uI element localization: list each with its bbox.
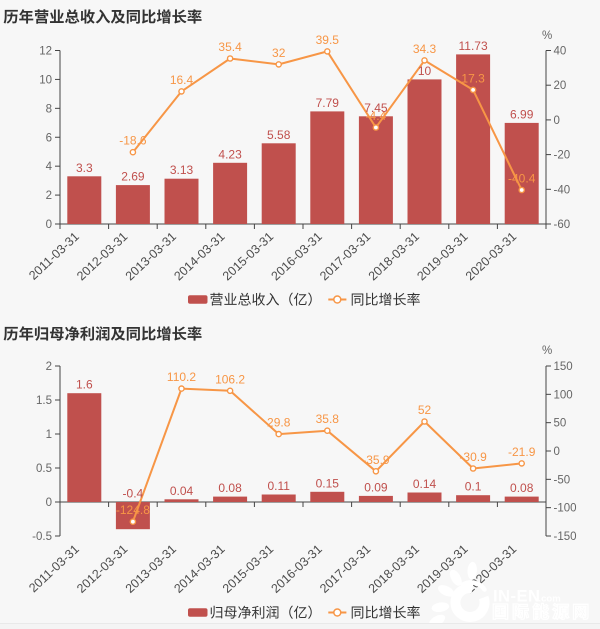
svg-text:0.1: 0.1 bbox=[465, 480, 482, 494]
svg-text:52: 52 bbox=[418, 403, 432, 417]
svg-text:10: 10 bbox=[39, 74, 52, 86]
svg-text:1.5: 1.5 bbox=[36, 395, 52, 407]
svg-text:0.5: 0.5 bbox=[36, 463, 52, 475]
svg-text:6.99: 6.99 bbox=[510, 107, 534, 121]
svg-text:5.58: 5.58 bbox=[267, 128, 291, 142]
svg-text:12: 12 bbox=[39, 46, 52, 58]
svg-text:7.79: 7.79 bbox=[316, 96, 340, 110]
svg-text:0.09: 0.09 bbox=[364, 480, 388, 494]
svg-text:29.8: 29.8 bbox=[267, 416, 291, 430]
svg-text:110.2: 110.2 bbox=[167, 370, 196, 384]
svg-text:-60: -60 bbox=[554, 219, 571, 231]
svg-text:0.15: 0.15 bbox=[316, 476, 340, 490]
svg-text:0.04: 0.04 bbox=[170, 484, 194, 498]
svg-text:.com: .com bbox=[539, 594, 561, 605]
svg-text:-18.6: -18.6 bbox=[119, 134, 147, 148]
svg-text:35.8: 35.8 bbox=[316, 412, 340, 426]
svg-text:106.2: 106.2 bbox=[215, 372, 245, 386]
svg-text:16.4: 16.4 bbox=[170, 73, 194, 87]
svg-text:20: 20 bbox=[554, 80, 567, 92]
svg-text:0: 0 bbox=[46, 219, 52, 231]
svg-text:11.73: 11.73 bbox=[459, 39, 488, 53]
svg-text:-20: -20 bbox=[554, 150, 571, 162]
svg-text:50: 50 bbox=[554, 418, 567, 430]
svg-text:1: 1 bbox=[46, 429, 52, 441]
svg-text:0: 0 bbox=[554, 446, 560, 458]
svg-text:10: 10 bbox=[418, 64, 432, 78]
svg-text:0.08: 0.08 bbox=[510, 481, 534, 495]
svg-text:0.08: 0.08 bbox=[218, 481, 242, 495]
svg-text:-150: -150 bbox=[554, 531, 577, 543]
svg-text:2: 2 bbox=[46, 190, 52, 202]
svg-text:0.11: 0.11 bbox=[267, 479, 290, 493]
svg-text:-35.9: -35.9 bbox=[362, 453, 390, 467]
svg-text:8: 8 bbox=[46, 103, 52, 115]
svg-text:2.69: 2.69 bbox=[121, 170, 145, 184]
svg-text:7.45: 7.45 bbox=[364, 101, 388, 115]
svg-text:32: 32 bbox=[272, 46, 286, 60]
svg-text:-0.5: -0.5 bbox=[32, 531, 52, 543]
svg-text:40: 40 bbox=[554, 46, 567, 58]
svg-text:%: % bbox=[542, 30, 552, 42]
svg-text:4: 4 bbox=[46, 161, 53, 173]
svg-text:3.3: 3.3 bbox=[76, 161, 93, 175]
svg-text:100: 100 bbox=[554, 389, 573, 401]
svg-text:39.5: 39.5 bbox=[316, 33, 340, 47]
svg-text:-4.4: -4.4 bbox=[366, 109, 387, 123]
svg-text:0: 0 bbox=[554, 115, 560, 127]
svg-text:%: % bbox=[542, 345, 552, 357]
svg-text:17.3: 17.3 bbox=[461, 71, 485, 85]
svg-text:0: 0 bbox=[46, 497, 52, 509]
svg-text:-21.9: -21.9 bbox=[508, 445, 536, 459]
svg-text:-100: -100 bbox=[554, 503, 577, 515]
svg-text:35.4: 35.4 bbox=[218, 40, 242, 54]
svg-text:IN-EN: IN-EN bbox=[493, 588, 540, 606]
svg-text:4.23: 4.23 bbox=[218, 147, 242, 161]
svg-text:-40: -40 bbox=[554, 184, 571, 196]
svg-text:0.14: 0.14 bbox=[413, 477, 437, 491]
svg-text:-50: -50 bbox=[554, 474, 571, 486]
svg-text:-124.8: -124.8 bbox=[116, 503, 150, 517]
svg-text:3.13: 3.13 bbox=[170, 163, 194, 177]
svg-text:-30.9: -30.9 bbox=[459, 450, 487, 464]
svg-text:-40.4: -40.4 bbox=[508, 171, 536, 185]
svg-text:6: 6 bbox=[46, 132, 52, 144]
svg-text:2: 2 bbox=[46, 361, 52, 373]
svg-text:1.6: 1.6 bbox=[76, 378, 93, 392]
svg-text:150: 150 bbox=[554, 361, 573, 373]
svg-text:-0.4: -0.4 bbox=[123, 487, 144, 501]
svg-text:34.3: 34.3 bbox=[413, 42, 437, 56]
